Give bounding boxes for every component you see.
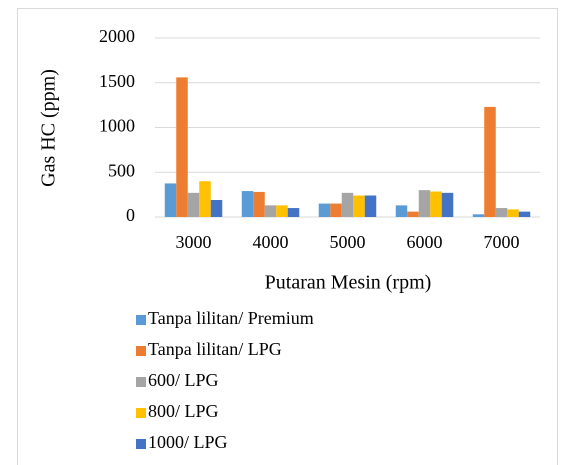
bar — [518, 211, 531, 217]
bar — [484, 106, 496, 217]
bar — [418, 190, 431, 217]
bar — [187, 192, 200, 217]
x-tick-label: 3000 — [176, 232, 212, 252]
y-tick-label: 0 — [126, 205, 135, 225]
y-tick-label: 1500 — [99, 71, 135, 91]
bar — [176, 77, 188, 217]
x-tick-label: 4000 — [253, 232, 289, 252]
chart-border — [17, 8, 558, 465]
legend-swatch — [136, 315, 146, 325]
bar — [395, 205, 408, 217]
bar — [330, 203, 342, 217]
bar — [441, 192, 454, 217]
bar — [276, 205, 288, 217]
bar — [287, 208, 300, 217]
x-tick-label: 7000 — [484, 232, 520, 252]
x-tick-label: 5000 — [330, 232, 366, 252]
bar — [407, 211, 419, 217]
legend-swatch — [136, 377, 146, 387]
bar — [241, 191, 254, 217]
legend-label: 600/ LPG — [148, 370, 219, 390]
bar — [364, 195, 377, 217]
legend-swatch — [136, 346, 146, 356]
bar — [253, 191, 265, 217]
legend-swatch — [136, 439, 146, 449]
legend-label: Tanpa lilitan/ Premium — [148, 308, 314, 328]
bar — [495, 208, 508, 217]
legend-swatch — [136, 408, 146, 418]
bar — [318, 203, 331, 217]
legend-label: 800/ LPG — [148, 401, 219, 421]
legend-label: 1000/ LPG — [148, 432, 228, 452]
bar — [341, 192, 354, 217]
y-axis-label: Gas HC (ppm) — [38, 69, 60, 187]
bar — [164, 183, 177, 217]
bar — [264, 205, 277, 217]
bar — [353, 195, 365, 217]
x-tick-label: 6000 — [407, 232, 443, 252]
bar — [507, 209, 519, 217]
y-tick-label: 2000 — [99, 26, 135, 46]
bar — [472, 214, 485, 217]
bar — [199, 181, 211, 217]
y-tick-label: 1000 — [99, 116, 135, 136]
bar — [210, 199, 223, 217]
legend-label: Tanpa lilitan/ LPG — [148, 339, 282, 359]
y-tick-label: 500 — [108, 160, 135, 180]
x-axis-label: Putaran Mesin (rpm) — [265, 272, 432, 294]
bar — [430, 191, 442, 217]
